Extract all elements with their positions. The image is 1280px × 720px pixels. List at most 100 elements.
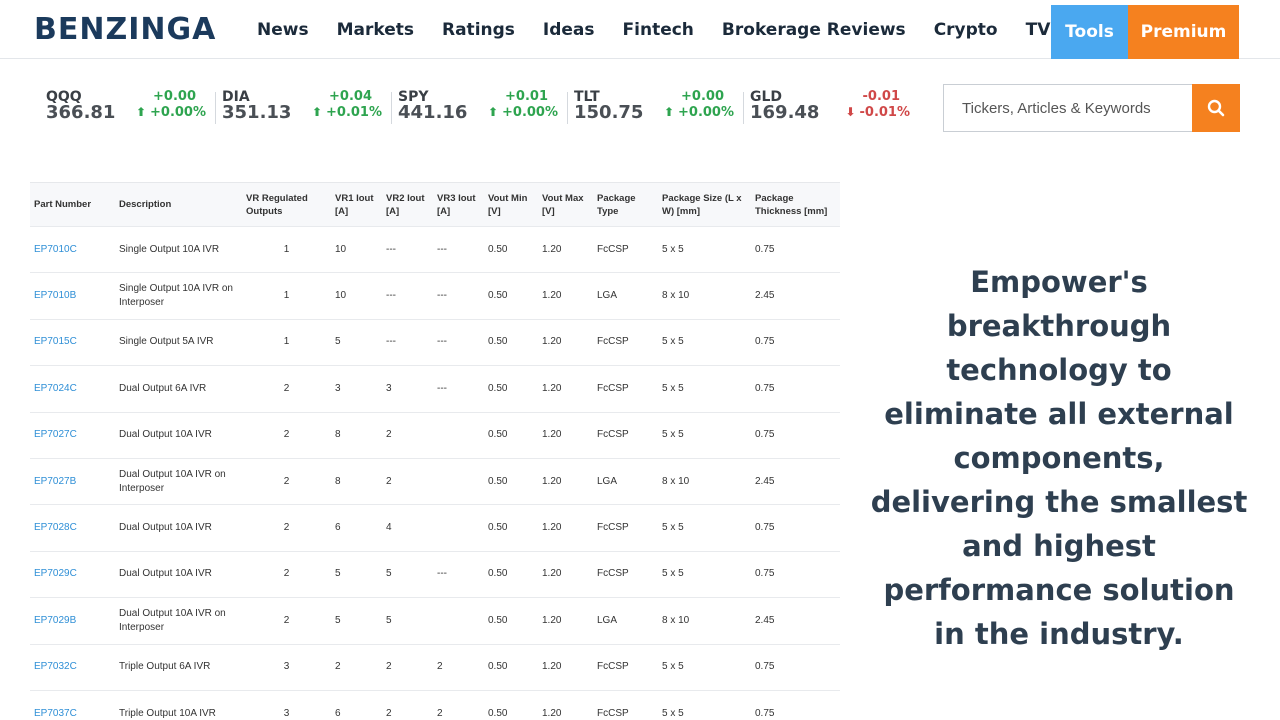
search-button[interactable] (1192, 84, 1240, 132)
table-cell: 6 (335, 522, 341, 534)
nav-ideas[interactable]: Ideas (542, 19, 595, 40)
premium-button[interactable]: Premium (1128, 5, 1239, 59)
ticker-symbol: SPY (398, 89, 429, 105)
promo-text: Empower's breakthrough technology to eli… (870, 265, 1248, 651)
ticker-percent-value: +0.00% (150, 105, 206, 120)
table-cell: 1.20 (542, 429, 562, 441)
part-number-link[interactable]: EP7037C (34, 707, 77, 719)
search-input[interactable] (943, 84, 1193, 132)
table-row: EP7027C Dual Output 10A IVR 2 8 2 0.50 1.20 FcC… (30, 412, 840, 458)
part-number-link[interactable]: EP7029B (34, 614, 77, 626)
ticker-price: 366.81 (46, 102, 116, 123)
nav-markets[interactable]: Markets (336, 19, 414, 40)
table-cell: 2 (386, 661, 392, 673)
table-row: EP7032C Triple Output 6A IVR 3 2 2 2 0.50 1.20 F… (30, 644, 840, 690)
benzinga-logo[interactable]: BENZINGA (34, 12, 217, 47)
table-cell: 2.45 (755, 614, 775, 626)
tools-button[interactable]: Tools (1051, 5, 1128, 59)
part-number-link[interactable]: EP7015C (34, 336, 77, 348)
table-cell: 1 (283, 336, 290, 348)
part-number-link[interactable]: EP7024C (34, 382, 77, 394)
main-nav: News Markets Ratings Ideas Fintech Broke… (243, 0, 1064, 59)
table-cell: 1.20 (542, 661, 562, 673)
column-header: Description (119, 199, 172, 210)
table-cell: 2.45 (755, 290, 775, 302)
ticker-price: 441.16 (398, 102, 468, 123)
table-cell: 3 (335, 382, 341, 394)
nav-fintech[interactable]: Fintech (622, 19, 694, 40)
ticker-change: +0.04 (329, 89, 372, 104)
part-number-link[interactable]: EP7032C (34, 661, 77, 673)
table-cell: 0.75 (755, 568, 775, 580)
table-cell: 0.75 (755, 382, 775, 394)
ticker-dia[interactable]: DIA 351.13 +0.04 ⬆ +0.01% (222, 88, 398, 128)
table-cell: 2 (335, 661, 341, 673)
column-header: Package Size (L x W) [mm] (662, 192, 742, 217)
table-cell: 1 (283, 290, 290, 302)
ticker-tlt[interactable]: TLT 150.75 +0.00 ⬆ +0.00% (574, 88, 750, 128)
nav-news[interactable]: News (257, 19, 309, 40)
ticker-spy[interactable]: SPY 441.16 +0.01 ⬆ +0.00% (398, 88, 574, 128)
ticker-divider (567, 92, 568, 124)
table-cell: 4 (386, 522, 392, 534)
table-cell (433, 412, 484, 458)
table-row: EP7015C Single Output 5A IVR 1 5 --- --- 0.50 1… (30, 319, 840, 365)
nav-crypto[interactable]: Crypto (933, 19, 998, 40)
part-number-link[interactable]: EP7028C (34, 522, 77, 534)
table-cell: FcCSP (597, 707, 629, 719)
table-cell: 1.20 (542, 475, 562, 487)
ticker-gld[interactable]: GLD 169.48 -0.01 ⬇ -0.01% (750, 88, 926, 128)
table-cell: 2 (283, 382, 290, 394)
nav-tv[interactable]: TV (1025, 19, 1051, 40)
ticker-change: +0.01 (505, 89, 548, 104)
column-header: VR Regulated Outputs (246, 192, 308, 217)
ticker-percent-value: +0.01% (326, 105, 382, 120)
table-cell: Single Output 10A IVR (119, 243, 220, 255)
part-number-link[interactable]: EP7027C (34, 429, 77, 441)
table-cell: 2 (437, 661, 443, 673)
table-cell: 3 (386, 382, 392, 394)
table-cell: --- (437, 243, 447, 255)
part-number-link[interactable]: EP7027B (34, 475, 77, 487)
table-cell: 2 (283, 475, 290, 487)
ticker-divider (743, 92, 744, 124)
column-header: VR1 Iout [A] (335, 192, 374, 217)
ticker-qqq[interactable]: QQQ 366.81 +0.00 ⬆ +0.00% (46, 88, 222, 128)
table-cell: --- (386, 290, 396, 302)
table-cell: 0.50 (488, 661, 508, 673)
nav-brokerage-reviews[interactable]: Brokerage Reviews (721, 19, 906, 40)
table-cell: 1.20 (542, 568, 562, 580)
table-cell: 5 x 5 (662, 568, 684, 580)
product-table-container: Part Number Description VR Regulated Outpu… (30, 182, 840, 720)
table-cell: 0.75 (755, 522, 775, 534)
ticker-price: 351.13 (222, 102, 292, 123)
table-cell: Dual Output 10A IVR on Interposer (119, 468, 226, 494)
table-cell: --- (437, 568, 447, 580)
ticker-percent-value: -0.01% (859, 105, 911, 120)
table-cell: 0.50 (488, 290, 508, 302)
table-cell: --- (386, 336, 396, 348)
table-cell: Triple Output 10A IVR (119, 707, 216, 719)
table-cell: 8 (335, 475, 341, 487)
table-row: EP7027B Dual Output 10A IVR on Interposer… (30, 458, 840, 504)
column-header: Vout Max [V] (542, 192, 584, 217)
table-row: EP7028C Dual Output 10A IVR 2 6 4 0.50 1.20 FcC… (30, 504, 840, 551)
part-number-link[interactable]: EP7029C (34, 568, 77, 580)
table-cell: 1.20 (542, 522, 562, 534)
nav-ratings[interactable]: Ratings (442, 19, 515, 40)
table-cell: 5 (335, 336, 341, 348)
table-cell: 0.50 (488, 614, 508, 626)
column-header: Vout Min [V] (488, 192, 528, 217)
table-cell: Dual Output 10A IVR on Interposer (119, 607, 226, 633)
table-cell: 2 (386, 429, 392, 441)
table-cell: 3 (283, 661, 290, 673)
ticker-price: 169.48 (750, 102, 820, 123)
ticker-price: 150.75 (574, 102, 644, 123)
table-cell (433, 458, 484, 504)
table-row: EP7010C Single Output 10A IVR 1 10 --- --- 0.5… (30, 226, 840, 273)
table-cell: Dual Output 10A IVR (119, 522, 212, 534)
part-number-link[interactable]: EP7010C (34, 243, 77, 255)
table-cell: 2 (386, 475, 392, 487)
ticker-divider (391, 92, 392, 124)
part-number-link[interactable]: EP7010B (34, 290, 77, 302)
